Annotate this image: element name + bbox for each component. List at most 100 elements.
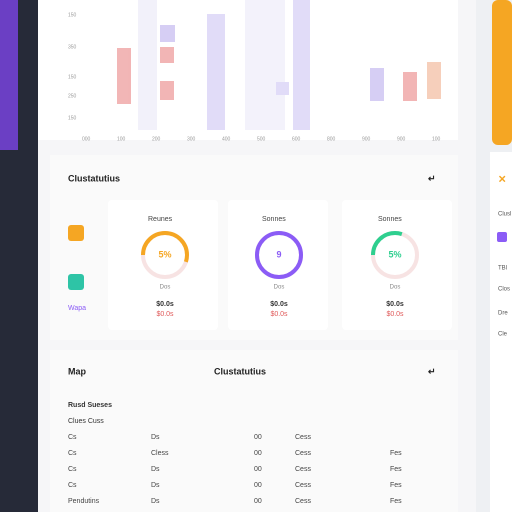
y-label: 150: [68, 115, 77, 121]
table-cell: Cess: [295, 498, 311, 505]
table-cell: Cess: [295, 450, 311, 457]
x-label: 200: [152, 136, 161, 142]
icon: [497, 232, 507, 242]
stat-card: [342, 200, 452, 330]
section-subtitle: Clustatutius: [214, 366, 266, 376]
stat-cards: Reunes 5% Dos $0.0s $0.0s Sonnes 9 Dos $0.0s $0.0…: [108, 200, 452, 330]
side-label: TBl: [498, 266, 507, 272]
bar: [160, 47, 174, 63]
x-label: 900: [397, 136, 406, 142]
table-cell: Ds: [151, 498, 160, 505]
bar: [427, 62, 441, 99]
card-sub: Dos: [274, 285, 285, 291]
section-action[interactable]: ↵: [428, 173, 436, 183]
column: [245, 0, 285, 130]
icon: [68, 274, 84, 290]
card-sub: Dos: [160, 285, 171, 291]
card-label: Sonnes: [262, 216, 286, 223]
stat-card: [228, 200, 328, 330]
x-label: 000: [82, 136, 91, 142]
table-cell: Fes: [390, 482, 402, 489]
icon: [68, 225, 84, 241]
table-cell: Fes: [390, 498, 402, 505]
table-cell: Ds: [151, 482, 160, 489]
close-icon[interactable]: ✕: [498, 175, 506, 186]
bar: [276, 82, 289, 95]
bar: [160, 25, 175, 42]
sidebar-accent: [0, 0, 18, 150]
bar: [403, 72, 417, 101]
x-labels: 000 100 200 300 400 500 600 800 900 900 100: [82, 136, 441, 142]
table-cell: Cess: [295, 482, 311, 489]
table-cell: 00: [254, 498, 262, 505]
card-amount: $0.0s: [386, 301, 404, 308]
table-cell: 00: [254, 482, 262, 489]
x-label: 100: [432, 136, 441, 142]
table-cell: Ds: [151, 434, 160, 441]
table-cell: 00: [254, 434, 262, 441]
table-cell: Ds: [151, 466, 160, 473]
y-label: 150: [68, 12, 77, 18]
table-cell: Cess: [295, 466, 311, 473]
column: [207, 14, 225, 130]
table-cell: Cs: [68, 466, 77, 473]
y-label: 350: [68, 44, 77, 50]
x-label: 100: [117, 136, 126, 142]
table-subheading: Clues Cuss: [68, 418, 104, 425]
right-card: [490, 152, 512, 512]
table-heading: Rusd Sueses: [68, 402, 112, 409]
table-cell: Cs: [68, 450, 77, 457]
table-rows: Cs Ds 00 Cess Cs Cless 00 Cess Fes Cs Ds 00 Cess Fes C…: [68, 434, 402, 505]
card-sub: Dos: [390, 285, 401, 291]
y-labels: 150 350 150 250 150: [68, 12, 77, 121]
card-note: $0.0s: [270, 311, 288, 318]
x-label: 500: [257, 136, 266, 142]
y-label: 150: [68, 74, 77, 80]
gauge-arc: [371, 231, 419, 279]
card-amount: $0.0s: [270, 301, 288, 308]
table-cell: Pendutins: [68, 498, 100, 505]
bar: [117, 48, 131, 104]
card-label: Reunes: [148, 216, 173, 223]
side-label: Wapa: [68, 305, 86, 312]
table-cell: 00: [254, 450, 262, 457]
table-card: [50, 350, 458, 512]
table-cell: Fes: [390, 466, 402, 473]
x-label: 400: [222, 136, 231, 142]
x-label: 300: [187, 136, 196, 142]
side-labels: Clusl TBl Clos Dre Cle: [498, 212, 511, 338]
column: [138, 0, 157, 130]
side-label: Cle: [498, 332, 508, 338]
stat-card: [108, 200, 218, 330]
chart-bars: [117, 0, 441, 130]
section-title: Map: [68, 366, 87, 376]
side-label: Dre: [498, 311, 508, 317]
table-cell: Cess: [295, 434, 311, 441]
y-label: 250: [68, 93, 77, 99]
card-note: $0.0s: [386, 311, 404, 318]
card-note: $0.0s: [156, 311, 174, 318]
card-amount: $0.0s: [156, 301, 174, 308]
gauge-arc: [141, 231, 189, 279]
gauge-center: 5%: [388, 249, 401, 259]
right-accent: [492, 0, 512, 145]
side-label: Clusl: [498, 212, 511, 218]
side-label: Clos: [498, 287, 510, 293]
gauge-center: 9: [276, 249, 281, 259]
card-label: Sonnes: [378, 216, 402, 223]
section-action[interactable]: ↵: [428, 366, 436, 376]
column: [293, 0, 310, 130]
table-cell: 00: [254, 466, 262, 473]
bar: [370, 68, 384, 101]
table-cell: Cs: [68, 482, 77, 489]
bar: [160, 81, 174, 100]
table-cell: Cs: [68, 434, 77, 441]
section-title: Clustatutius: [68, 173, 120, 183]
gauge-center: 5%: [158, 249, 171, 259]
x-label: 800: [327, 136, 336, 142]
x-label: 900: [362, 136, 371, 142]
table-cell: Fes: [390, 450, 402, 457]
table-cell: Cless: [151, 450, 169, 457]
